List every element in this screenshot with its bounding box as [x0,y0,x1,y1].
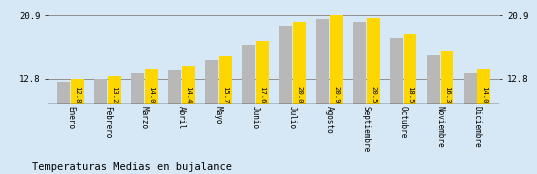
Bar [316,19,329,104]
Text: 14.0: 14.0 [148,86,154,103]
Bar [168,70,181,104]
Bar [293,22,306,104]
Bar [144,69,158,104]
Bar [330,15,343,104]
Bar [242,45,255,104]
Bar [57,82,70,104]
Bar [219,56,231,104]
Text: 16.3: 16.3 [444,86,450,103]
Text: 20.9: 20.9 [333,86,339,103]
Bar [108,76,121,104]
Bar [403,34,417,104]
Text: 20.0: 20.0 [296,86,302,103]
Bar [440,51,453,104]
Text: 14.4: 14.4 [185,86,191,103]
Bar [71,79,84,104]
Bar [131,73,144,104]
Bar [256,41,268,104]
Text: 15.7: 15.7 [222,86,228,103]
Text: 20.5: 20.5 [370,86,376,103]
Bar [390,38,403,104]
Bar [95,79,107,104]
Bar [353,22,366,104]
Bar [205,60,218,104]
Bar [279,26,292,104]
Bar [182,66,194,104]
Text: 18.5: 18.5 [407,86,413,103]
Text: 17.6: 17.6 [259,86,265,103]
Bar [464,73,477,104]
Text: 12.8: 12.8 [74,86,80,103]
Text: Temperaturas Medias en bujalance: Temperaturas Medias en bujalance [32,162,232,172]
Bar [477,69,490,104]
Text: 14.0: 14.0 [481,86,487,103]
Bar [367,18,380,104]
Bar [427,55,440,104]
Text: 13.2: 13.2 [111,86,117,103]
